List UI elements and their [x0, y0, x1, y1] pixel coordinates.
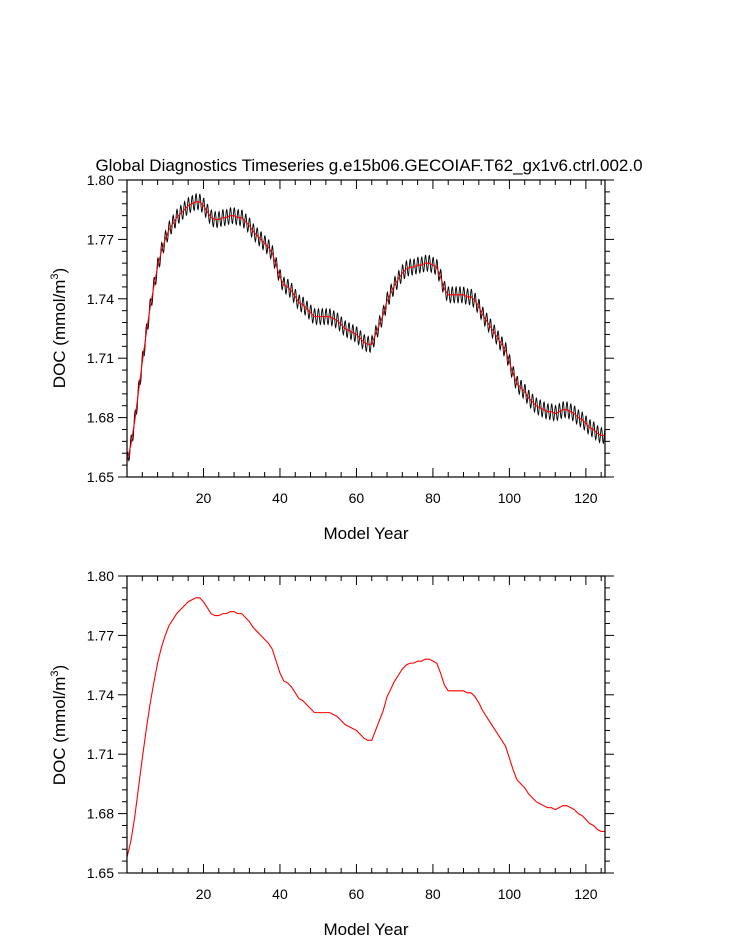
ytick-label: 1.65	[87, 469, 114, 485]
bottom-ylabel-end: )	[50, 665, 69, 671]
ytick-label: 1.74	[87, 687, 114, 703]
ytick-label: 1.77	[87, 231, 114, 247]
xtick-label: 60	[349, 886, 365, 902]
xtick-label: 120	[574, 886, 598, 902]
bottom-ticks	[118, 575, 614, 874]
top-yaxis-label: DOC (mmol/m3)	[49, 268, 69, 388]
top-xtick-labels: 20 40 60 80 100 120	[196, 490, 598, 506]
xtick-label: 20	[196, 490, 212, 506]
ytick-label: 1.71	[87, 746, 114, 762]
xtick-label: 80	[425, 490, 441, 506]
ytick-label: 1.71	[87, 350, 114, 366]
bottom-yaxis-label: DOC (mmol/m3)	[49, 665, 69, 785]
annual-mean-series-line	[127, 201, 605, 462]
bottom-plot-lines	[127, 597, 605, 858]
xtick-label: 80	[425, 886, 441, 902]
top-ticks	[118, 179, 614, 478]
xtick-label: 40	[272, 886, 288, 902]
top-ylabel-sup: 3	[49, 273, 61, 279]
ytick-label: 1.74	[87, 291, 114, 307]
top-plot-lines	[127, 192, 605, 463]
bottom-panel: 1.651.681.711.741.771.80 20 40 60 80 100 120 …	[49, 568, 614, 939]
bottom-ylabel-sup: 3	[49, 670, 61, 676]
top-ytick-labels: 1.65 1.68 1.71 1.74 1.77 1.80	[87, 172, 114, 485]
bottom-xtick-labels: 20 40 60 80 100 120	[196, 886, 598, 902]
xtick-label: 100	[498, 490, 522, 506]
xtick-label: 120	[574, 490, 598, 506]
ytick-label: 1.77	[87, 627, 114, 643]
xtick-label: 40	[272, 490, 288, 506]
monthly-series-line	[127, 192, 605, 463]
xtick-label: 100	[498, 886, 522, 902]
xtick-label: 20	[196, 886, 212, 902]
ytick-label: 1.68	[87, 806, 114, 822]
top-xaxis-label: Model Year	[323, 524, 408, 543]
bottom-xaxis-label: Model Year	[323, 920, 408, 939]
bottom-ylabel-main: DOC (mmol/m	[50, 677, 69, 786]
ytick-label: 1.65	[87, 865, 114, 881]
top-plot-frame	[126, 179, 606, 478]
top-panel: 1.651.681.711.741.771.80 20 40 60 80 100 120 …	[49, 172, 614, 543]
xtick-label: 60	[349, 490, 365, 506]
bottom-ytick-labels: 1.65 1.68 1.71 1.74 1.77 1.80	[87, 568, 114, 881]
top-ylabel-end: )	[50, 268, 69, 274]
ytick-label: 1.68	[87, 410, 114, 426]
ytick-label: 1.80	[87, 568, 114, 584]
figure-title: Global Diagnostics Timeseries g.e15b06.G…	[95, 156, 642, 175]
top-ylabel-main: DOC (mmol/m	[50, 280, 69, 389]
bottom-plot-frame	[126, 575, 606, 874]
annual-mean-series-line	[127, 597, 605, 858]
ytick-label: 1.80	[87, 172, 114, 188]
